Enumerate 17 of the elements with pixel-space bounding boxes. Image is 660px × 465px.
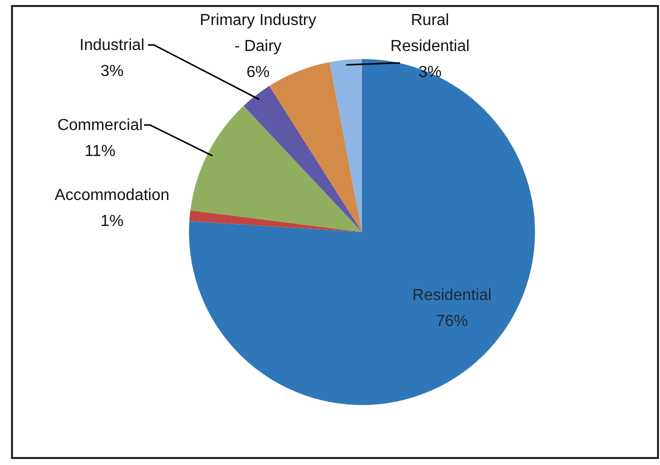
slice-label: Commercial (57, 117, 143, 134)
pie-slice (269, 62, 362, 232)
slice-label: Rural Residential (390, 12, 470, 55)
slice-label: Accommodation (54, 187, 170, 204)
slice-label: Residential (412, 287, 492, 304)
data-label: 11% (84, 143, 116, 160)
pie-slice (244, 86, 362, 232)
pie-slice (189, 59, 535, 405)
slice-label: Primary Industry - Dairy (200, 12, 316, 55)
data-label: 76% (436, 313, 468, 330)
pie-slice (190, 106, 362, 232)
slice-label: Industrial (80, 37, 144, 54)
data-label: 6% (246, 64, 270, 81)
pie-slice (330, 59, 362, 232)
pie-slice (189, 210, 362, 232)
data-label: 1% (100, 213, 124, 230)
data-label: 3% (100, 63, 124, 80)
